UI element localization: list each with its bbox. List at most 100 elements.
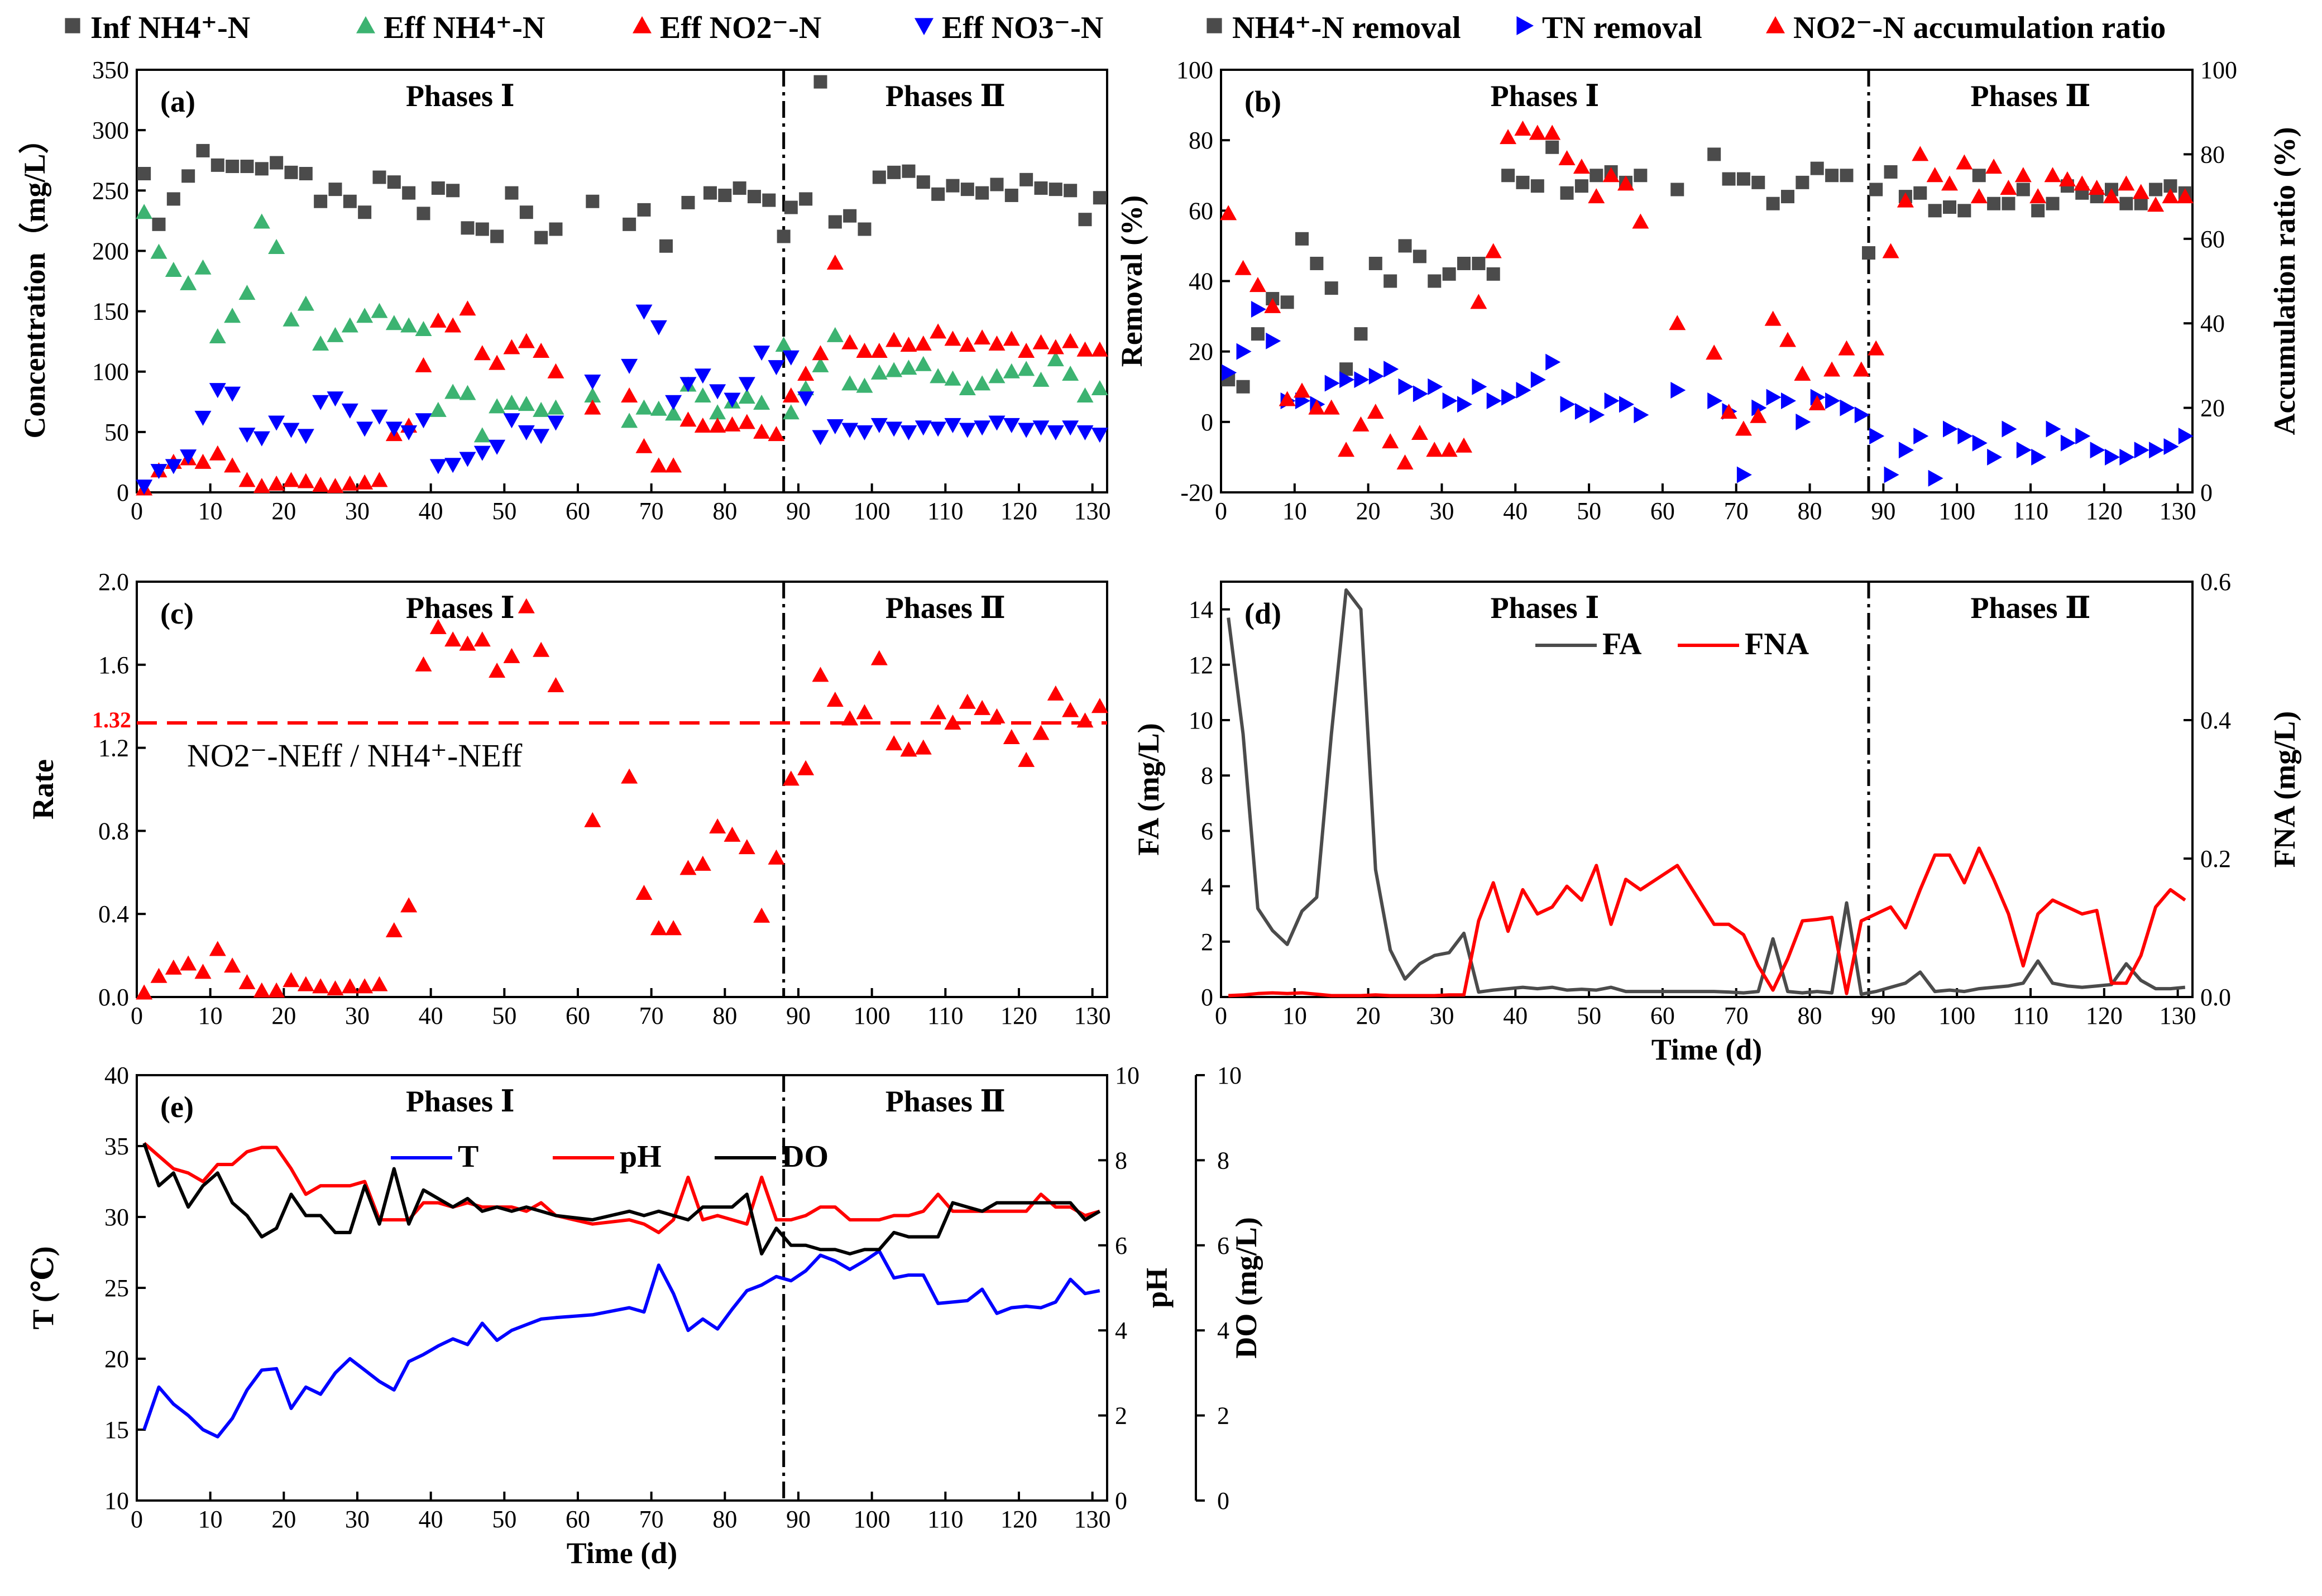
- x-tick-label: 100: [1938, 497, 1975, 525]
- y-tick-label: 100: [92, 358, 129, 386]
- data-point: [1003, 729, 1020, 744]
- y3-tick-label: 10: [1217, 1062, 1242, 1089]
- data-point: [635, 885, 653, 900]
- y-tick-label: 30: [104, 1204, 129, 1231]
- panel-a: 0 10 20 30 40 50 60 70 80 90 100 110 120 130 0 50 100 150…: [18, 56, 1111, 525]
- data-point: [1852, 361, 1870, 377]
- data-point: [777, 229, 791, 243]
- data-point: [1354, 371, 1370, 389]
- x-tick-label: 60: [566, 1002, 590, 1029]
- y-tick-label: 12: [1189, 651, 1213, 679]
- data-point: [1766, 389, 1782, 406]
- data-point: [1032, 725, 1050, 740]
- data-point: [1234, 260, 1252, 275]
- y2-tick-label: 0: [2200, 479, 2213, 506]
- data-point: [718, 188, 732, 202]
- data-point: [813, 75, 827, 89]
- data-point: [1279, 391, 1296, 406]
- data-point: [1294, 382, 1310, 398]
- data-point: [1840, 169, 1854, 183]
- data-point: [431, 181, 445, 195]
- data-point: [782, 404, 799, 420]
- data-point: [975, 186, 989, 200]
- y-tick-label: -20: [1180, 479, 1213, 506]
- x-tick-label: 100: [854, 1506, 891, 1533]
- x-tick-label: 120: [2086, 497, 2123, 525]
- data-point: [1882, 243, 1899, 258]
- data-point: [150, 967, 167, 983]
- y2-tick-label: 0.2: [2200, 845, 2231, 873]
- data-point: [1266, 332, 1281, 349]
- data-point: [1339, 371, 1355, 389]
- x-tick-label: 70: [639, 497, 664, 525]
- x-tick-label: 20: [1356, 497, 1381, 525]
- data-point: [1003, 418, 1020, 433]
- data-point: [518, 425, 535, 440]
- data-point: [505, 186, 519, 200]
- data-point: [659, 239, 673, 253]
- data-point: [415, 413, 432, 429]
- data-point: [1634, 406, 1649, 424]
- data-point: [856, 342, 873, 358]
- data-point: [518, 333, 535, 348]
- data-point: [1825, 169, 1839, 183]
- data-point: [650, 457, 667, 473]
- data-point: [136, 204, 153, 219]
- data-point: [1091, 380, 1108, 395]
- y2-tick-label: 0.4: [2200, 707, 2231, 734]
- data-point: [1840, 399, 1855, 416]
- data-point: [930, 368, 947, 384]
- x-tick-label: 90: [1871, 1002, 1895, 1029]
- x-tick-label: 110: [927, 1002, 963, 1029]
- data-point: [2014, 167, 2032, 183]
- data-point: [826, 692, 844, 707]
- data-point: [870, 650, 888, 665]
- y-tick-label: 150: [92, 298, 129, 325]
- y-tick-label: 80: [1189, 127, 1213, 154]
- data-point: [856, 704, 873, 720]
- x-tick-label: 70: [1724, 1002, 1749, 1029]
- y-tick-label: 25: [104, 1274, 129, 1302]
- data-point: [1324, 281, 1338, 295]
- data-point: [900, 741, 917, 757]
- data-point: [1486, 392, 1502, 409]
- data-point: [586, 194, 600, 208]
- y-tick-label: 10: [104, 1487, 129, 1514]
- data-point: [1426, 442, 1443, 457]
- data-point: [665, 920, 682, 936]
- data-point: [974, 329, 991, 345]
- data-point: [1323, 399, 1340, 415]
- data-point: [181, 169, 195, 183]
- data-point: [341, 475, 358, 491]
- x-tick-label: 40: [419, 1506, 443, 1533]
- data-point: [1047, 351, 1064, 367]
- x-tick-label: 10: [198, 1506, 223, 1533]
- data-point: [1720, 404, 1737, 419]
- data-point: [547, 363, 564, 378]
- data-point: [1987, 448, 2003, 466]
- data-point: [328, 183, 342, 196]
- data-point: [253, 213, 270, 229]
- data-point: [870, 364, 888, 380]
- data-point: [2149, 183, 2163, 196]
- data-point: [343, 194, 357, 208]
- data-point: [1529, 124, 1546, 140]
- data-point: [1382, 433, 1399, 449]
- data-point: [1457, 396, 1472, 413]
- data-point: [1413, 250, 1426, 263]
- legend-marker: [356, 16, 375, 33]
- data-point: [1500, 129, 1517, 145]
- data-point: [2074, 175, 2091, 191]
- data-point: [812, 667, 829, 682]
- y2-tick-label: 20: [2200, 395, 2225, 422]
- panel-e: 0 10 20 30 40 50 60 70 80 90 100 110 120 130101520253…: [26, 1062, 1263, 1570]
- data-point: [885, 421, 903, 437]
- data-point: [224, 308, 241, 323]
- data-point: [224, 386, 241, 402]
- data-point: [283, 311, 300, 327]
- data-point: [812, 357, 829, 372]
- x-tick-label: 130: [1074, 1506, 1111, 1533]
- data-point: [2162, 188, 2179, 204]
- data-point: [297, 473, 314, 488]
